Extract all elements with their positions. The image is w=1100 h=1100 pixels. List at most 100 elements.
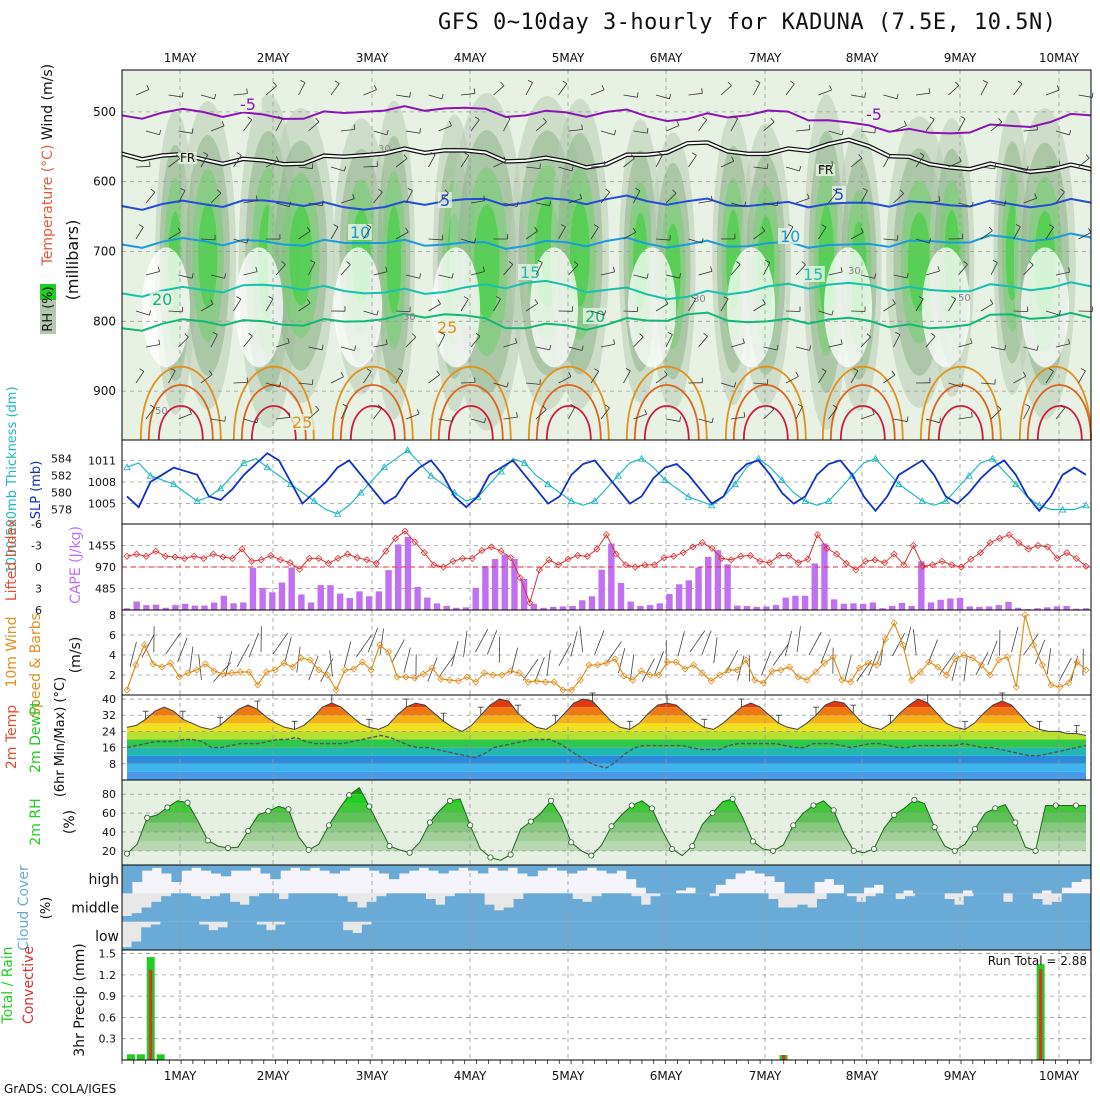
li-tick: -3 <box>31 540 42 553</box>
cloud-high-cell <box>448 865 459 871</box>
isotherm-10 <box>121 232 1092 250</box>
wind-speed-marker <box>515 669 523 677</box>
precip-axis-label: 3hr Precip (mm) <box>72 943 88 1056</box>
cloud-low-cell <box>371 921 382 950</box>
wind-speed-marker <box>376 641 384 649</box>
surface-wind-barb <box>534 657 545 682</box>
upper-wind-barb <box>243 271 258 276</box>
temp-line <box>126 698 1087 736</box>
upper-wind-barb <box>860 336 871 348</box>
upper-wind-barb <box>925 119 935 132</box>
wind-speed-marker <box>472 678 480 686</box>
upper-wind-barb-flag <box>790 80 795 85</box>
wind-speed-marker <box>759 679 767 687</box>
upper-wind-barb-flag <box>734 382 737 388</box>
cloud-high-cell <box>962 865 973 891</box>
upper-wind-barb <box>395 231 409 240</box>
thickness-marker <box>567 497 576 505</box>
cape-bar <box>462 607 470 610</box>
cloud-middle-cell <box>249 896 260 922</box>
upper-wind-barb <box>1023 264 1034 276</box>
warm-isotherm-arch <box>839 405 886 441</box>
wind-speed-marker <box>1056 683 1064 691</box>
upper-wind-barb-flag <box>506 382 509 388</box>
cloud-middle-cell <box>944 899 955 922</box>
upper-wind-barb <box>438 418 453 422</box>
upper-wind-barb-flag <box>639 333 644 338</box>
cape-bar <box>879 608 886 610</box>
li-marker <box>1005 531 1013 539</box>
freezing-line-inner <box>121 138 1092 173</box>
upper-wind-barb-flag <box>710 266 713 272</box>
cape-bar <box>705 556 712 610</box>
li-marker <box>564 555 572 563</box>
li-marker <box>727 556 735 564</box>
rh-marker <box>426 819 433 826</box>
wind-speed-marker <box>986 671 994 679</box>
upper-wind-barb <box>958 342 973 348</box>
cloud-low-cell <box>361 924 372 950</box>
upper-wind-barb-flag <box>158 339 161 345</box>
cape-bar <box>259 587 266 610</box>
upper-wind-barb-flag <box>797 404 803 407</box>
upper-wind-barb <box>883 238 898 241</box>
wind-speed-marker <box>899 641 907 649</box>
upper-wind-barb <box>980 382 995 385</box>
upper-wind-barb-flag <box>419 273 422 279</box>
cloud-low-cell <box>755 921 766 950</box>
upper-wind-barb-flag <box>1034 193 1038 199</box>
rh-marker <box>325 822 332 829</box>
warm-isotherm-arch <box>927 384 994 441</box>
cloud-middle-cell <box>288 893 299 922</box>
wind-speed-marker <box>454 677 462 685</box>
upper-wind-barb <box>948 160 962 168</box>
upper-wind-barb <box>535 262 543 276</box>
cloud-low-cell <box>429 921 440 950</box>
upper-wind-barb-flag <box>982 80 988 83</box>
upper-wind-barb <box>730 118 738 132</box>
upper-wind-barb-flag <box>840 339 843 345</box>
cloud-high-cell <box>942 865 954 894</box>
cape-bar <box>743 606 751 610</box>
cloud-high-cell <box>1031 865 1043 894</box>
upper-wind-barb-flag <box>821 224 827 228</box>
cloud-low-cell <box>774 921 785 950</box>
upper-wind-barb <box>405 130 420 134</box>
cloud-low-cell <box>860 921 871 950</box>
cloud-low-cell <box>1081 921 1092 950</box>
rh-marker <box>992 805 999 812</box>
cape-bar <box>985 606 993 610</box>
upper-wind-barb-flag <box>221 121 225 127</box>
rh-marker <box>144 814 151 821</box>
upper-wind-barb <box>308 262 316 276</box>
upper-wind-barb <box>850 232 864 240</box>
upper-wind-barb <box>730 202 745 208</box>
cloud-low-cell <box>390 921 401 950</box>
cape-bar <box>656 603 663 610</box>
wind-speed-marker <box>437 675 445 683</box>
thickness-marker <box>170 480 178 488</box>
upper-wind-barb <box>915 155 925 168</box>
upper-wind-barb-flag <box>691 296 696 300</box>
upper-wind-barb <box>623 158 635 168</box>
cloud-high-cell <box>893 865 904 894</box>
upper-wind-barb-flag <box>549 344 551 350</box>
cloud-middle-cell <box>445 896 456 922</box>
surface-wind-barb <box>475 628 489 653</box>
thickness-marker <box>918 497 927 505</box>
li-marker <box>689 543 697 551</box>
upper-wind-barb <box>925 200 940 204</box>
warm-isotherm-arch <box>447 405 494 441</box>
surface-wind-barb <box>579 626 584 653</box>
cloud-high-cell <box>1041 865 1052 891</box>
upper-wind-barb <box>395 310 411 313</box>
cloud-low-cell <box>966 921 977 950</box>
li-tick: -6 <box>31 518 42 531</box>
cape-bar <box>346 598 353 610</box>
li-marker <box>401 527 409 535</box>
cloud-low-cell <box>764 921 775 950</box>
surface-wind-barb <box>892 632 906 657</box>
rh-shading <box>289 205 313 306</box>
isotherm-label: 20 <box>585 307 605 326</box>
upper-wind-barb <box>298 382 313 385</box>
